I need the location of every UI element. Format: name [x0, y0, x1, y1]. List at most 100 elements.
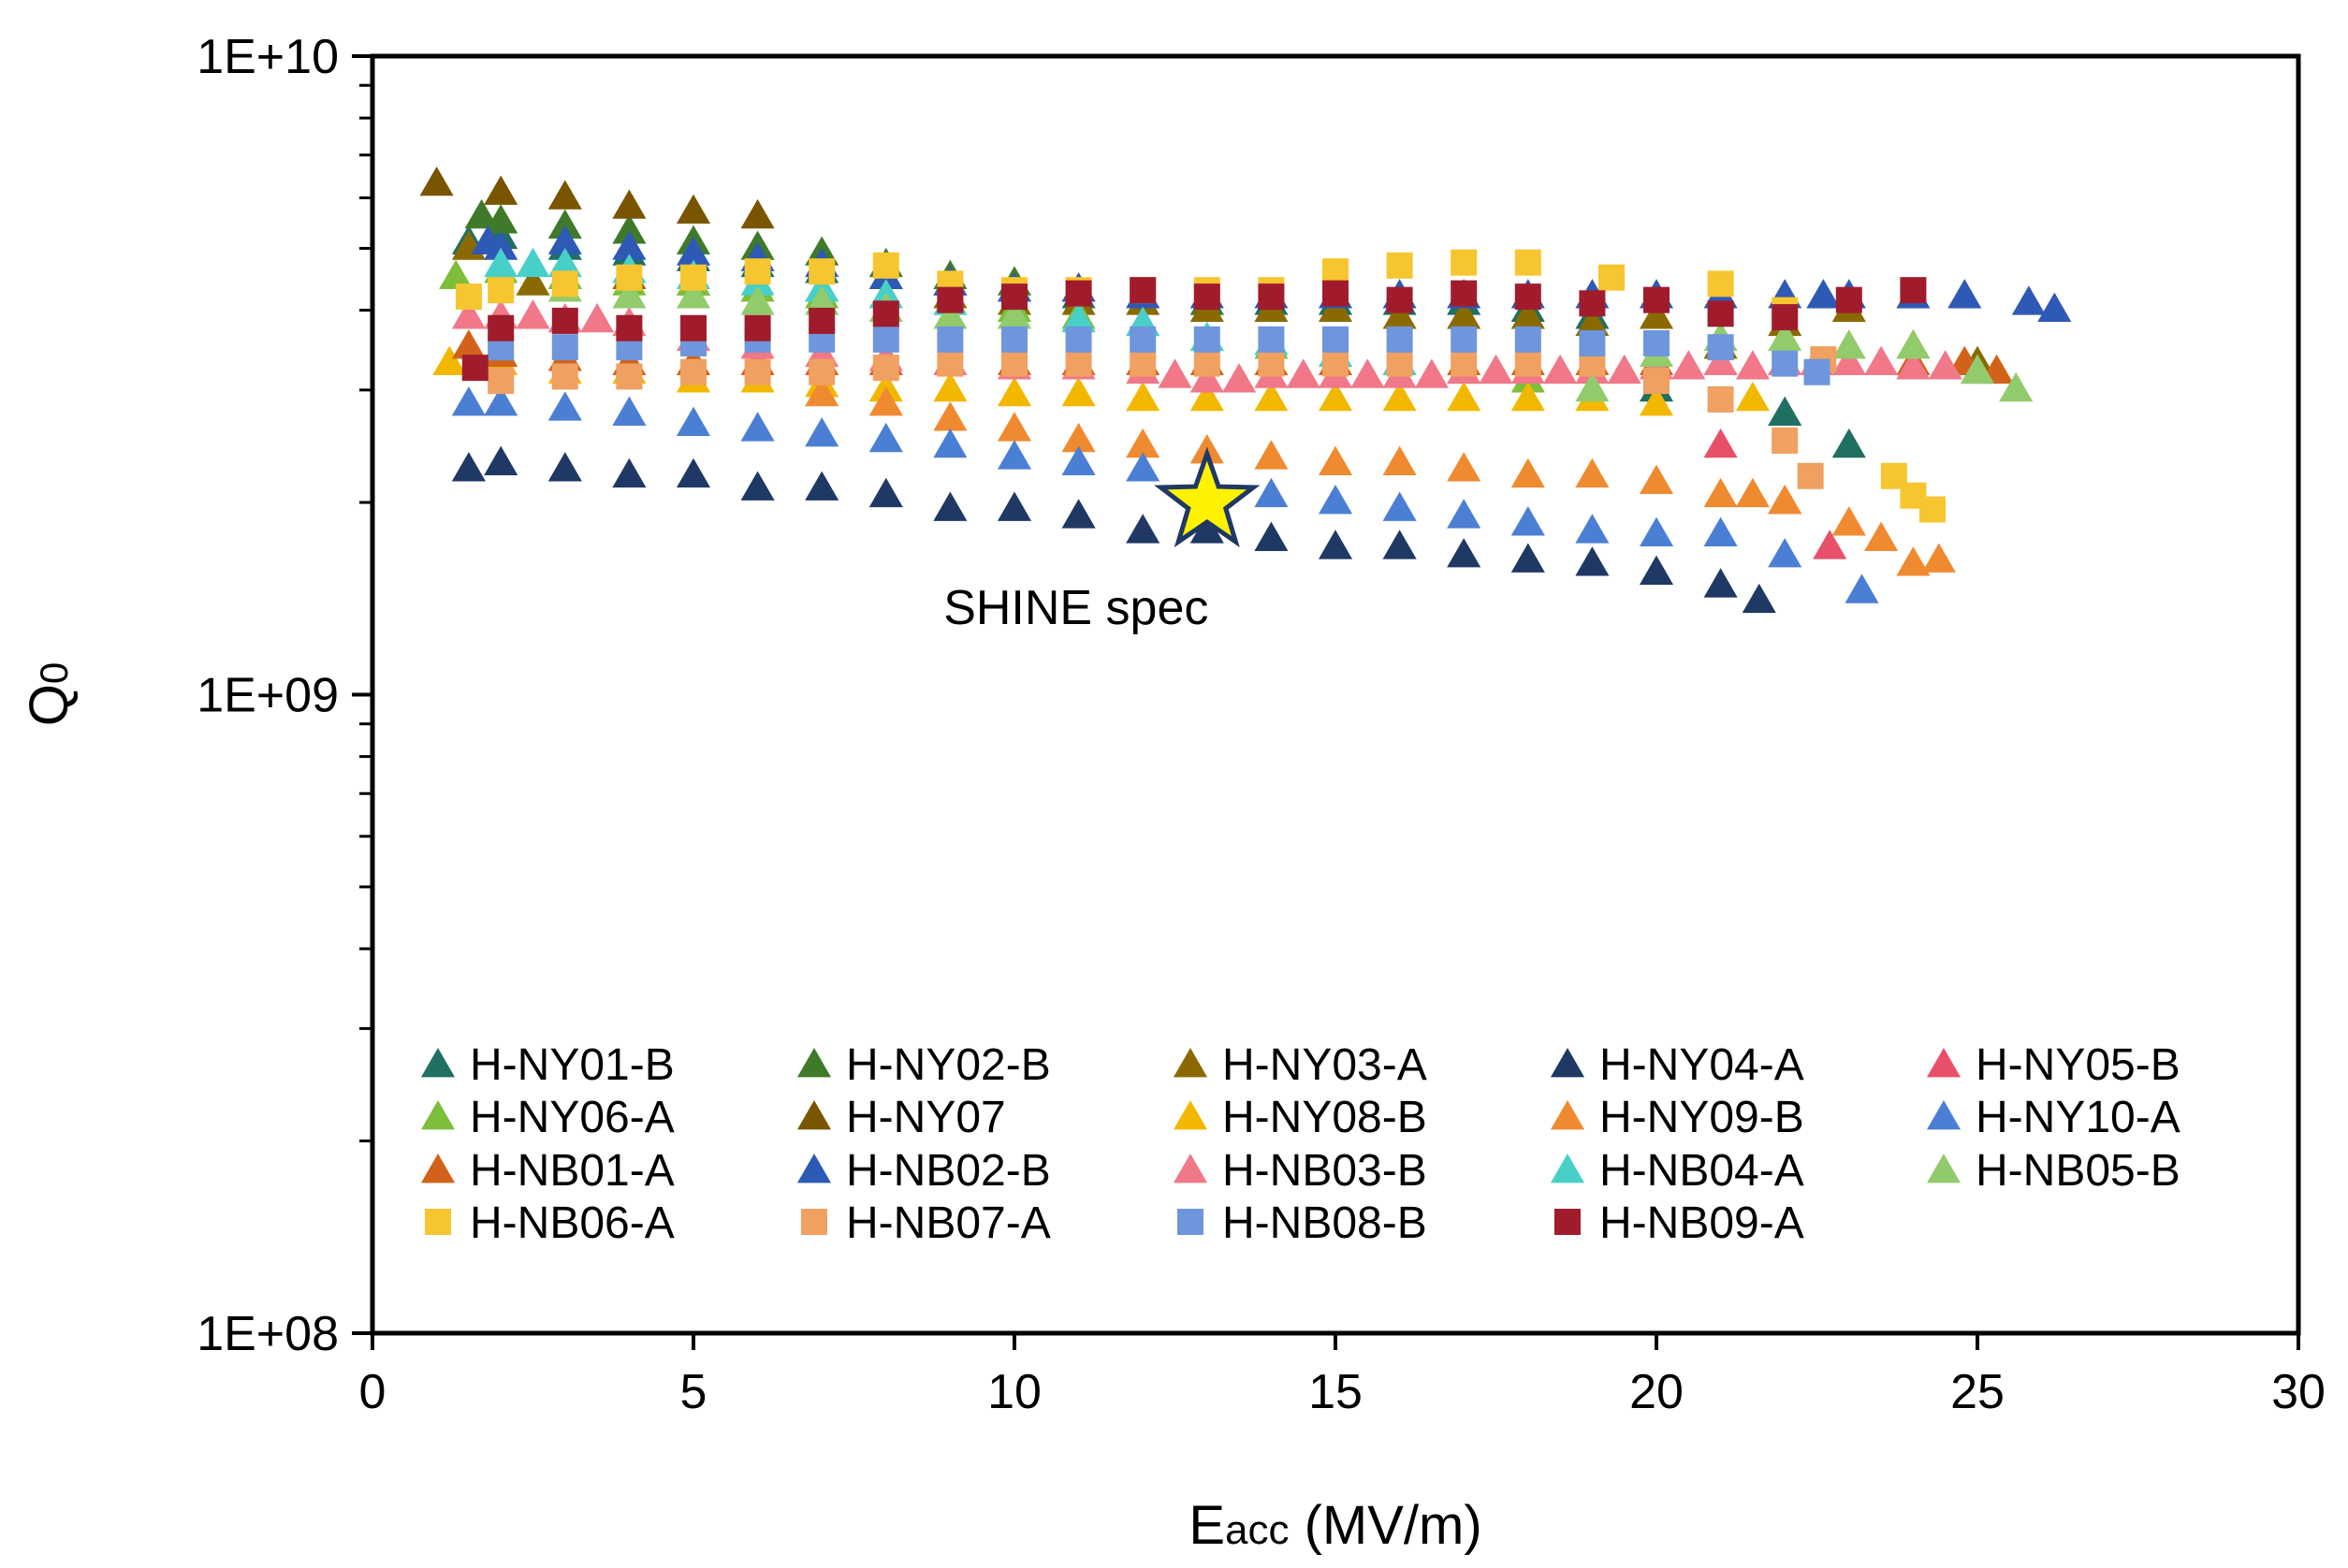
point-h-nb05-b: [612, 279, 647, 309]
point-h-nb09-a: [1579, 290, 1606, 317]
point-h-ny04-a: [1575, 546, 1610, 576]
point-h-nb03-b: [1543, 354, 1578, 385]
x-axis-title: Eacc (MV/m): [1189, 1495, 1481, 1556]
point-h-ny03-a: [1575, 306, 1610, 337]
point-h-nb02-b: [1947, 279, 1982, 309]
legend-item-h-nb07-a: H-NB07-A: [801, 1198, 1051, 1248]
point-h-nb09-a: [1772, 304, 1799, 331]
point-h-ny04-a: [868, 477, 903, 508]
point-h-nb08-b: [1803, 358, 1830, 385]
point-h-nb03-b: [516, 299, 550, 329]
point-h-nb07-a: [1386, 350, 1413, 377]
legend-label: H-NY07: [846, 1093, 1006, 1142]
point-h-nb07-a: [1001, 350, 1028, 377]
point-h-nb03-b: [1735, 350, 1770, 380]
point-h-nb08-b: [1772, 350, 1799, 377]
point-h-ny03-a: [1639, 299, 1674, 329]
x-tick-label: 30: [2271, 1365, 2326, 1419]
point-h-ny03-a: [1447, 299, 1481, 329]
point-h-nb01-a: [451, 329, 486, 359]
point-h-ny04-a: [451, 452, 486, 482]
point-h-nb02-b: [676, 236, 711, 266]
legend-triangle-marker: [1173, 1048, 1208, 1078]
point-h-nb09-a: [1193, 283, 1220, 311]
point-h-ny10-a: [868, 422, 903, 453]
shine-spec-label: SHINE spec: [943, 581, 1208, 635]
point-h-nb03-b: [1189, 363, 1224, 393]
y-axis-title-sub: 0: [32, 662, 76, 684]
point-h-ny02-b: [464, 198, 499, 229]
legend-item-h-ny04-a: H-NY04-A: [1550, 1040, 1804, 1090]
point-h-ny09-b: [1510, 457, 1545, 488]
legend-label: H-NB08-B: [1222, 1198, 1427, 1248]
legend-item-h-nb03-b: H-NB03-B: [1173, 1146, 1427, 1196]
point-h-nb09-a: [1514, 283, 1541, 311]
y-axis-title-main: Q: [19, 684, 80, 726]
point-h-nb09-a: [1386, 286, 1413, 313]
point-h-nb07-a: [1065, 350, 1092, 377]
point-h-ny04-a: [805, 471, 839, 501]
legend-triangle-marker: [1550, 1100, 1585, 1130]
point-h-ny10-a: [1447, 499, 1481, 529]
point-h-nb07-a: [1130, 350, 1157, 377]
legend-triangle-marker: [420, 1100, 456, 1130]
point-h-nb07-a: [1322, 350, 1349, 377]
point-h-ny07: [547, 180, 582, 210]
point-h-nb07-a: [1643, 368, 1670, 395]
point-h-nb04-a: [547, 247, 582, 278]
point-h-nb08-b: [1258, 326, 1285, 353]
point-h-nb07-a: [488, 368, 515, 395]
point-h-ny10-a: [1061, 445, 1096, 475]
point-h-ny08-b: [933, 371, 968, 402]
legend-triangle-marker: [420, 1154, 456, 1183]
legend-square-marker: [801, 1209, 827, 1235]
point-h-ny09-b: [1382, 445, 1417, 475]
legend-label: H-NB02-B: [846, 1146, 1051, 1196]
point-h-ny09-b: [1318, 445, 1353, 475]
point-h-ny04-a: [1126, 514, 1160, 544]
point-h-ny09-b: [805, 376, 839, 407]
point-h-nb08-b: [872, 326, 899, 353]
point-h-nb04-a: [484, 247, 518, 278]
point-h-ny10-a: [1318, 485, 1353, 515]
point-h-ny09-b: [997, 412, 1032, 442]
legend-label: H-NB04-A: [1599, 1146, 1804, 1196]
point-h-ny04-a: [933, 491, 968, 521]
point-h-nb06-a: [1322, 258, 1349, 285]
point-h-ny09-b: [1864, 521, 1899, 551]
point-h-nb09-a: [1451, 280, 1478, 307]
point-h-nb07-a: [1707, 385, 1734, 413]
point-h-ny10-a: [805, 417, 839, 447]
point-h-ny08-b: [1189, 381, 1224, 412]
point-h-nb04-a: [1061, 302, 1096, 333]
legend-item-h-ny02-b: H-NY02-B: [796, 1040, 1051, 1090]
point-h-nb03-b: [1286, 358, 1320, 388]
point-h-ny08-b: [1447, 381, 1481, 412]
point-h-nb05-b: [1831, 329, 1866, 359]
point-h-nb07-a: [1451, 350, 1478, 377]
point-h-nb03-b: [1831, 345, 1866, 375]
point-h-ny02-b: [484, 204, 518, 234]
point-h-nb06-a: [488, 277, 515, 304]
point-h-nb09-a: [616, 314, 643, 341]
point-h-ny04-a: [1742, 583, 1776, 614]
point-h-ny09-b: [1735, 477, 1770, 508]
point-h-ny10-a: [1382, 491, 1417, 521]
point-h-ny09-b: [1896, 546, 1931, 576]
point-h-nb03-b: [1414, 358, 1449, 388]
point-h-nb09-a: [744, 314, 771, 341]
point-h-nb05-b: [676, 279, 711, 309]
legend-item-h-ny03-a: H-NY03-A: [1173, 1040, 1427, 1090]
point-h-ny10-a: [451, 386, 486, 416]
point-h-nb02-b: [484, 230, 518, 260]
point-h-nb02-b: [612, 230, 647, 260]
point-h-nb03-b: [1607, 354, 1641, 385]
point-h-ny09-b: [1703, 477, 1738, 508]
annotation-layer: SHINE spec: [943, 446, 1261, 635]
point-h-nb08-b: [1130, 326, 1157, 353]
point-h-ny08-b: [1382, 381, 1417, 412]
markers-layer: [419, 166, 2072, 614]
point-h-ny04-a: [612, 457, 647, 488]
point-h-nb05-b: [1768, 321, 1802, 352]
point-h-ny06-a: [439, 259, 474, 290]
